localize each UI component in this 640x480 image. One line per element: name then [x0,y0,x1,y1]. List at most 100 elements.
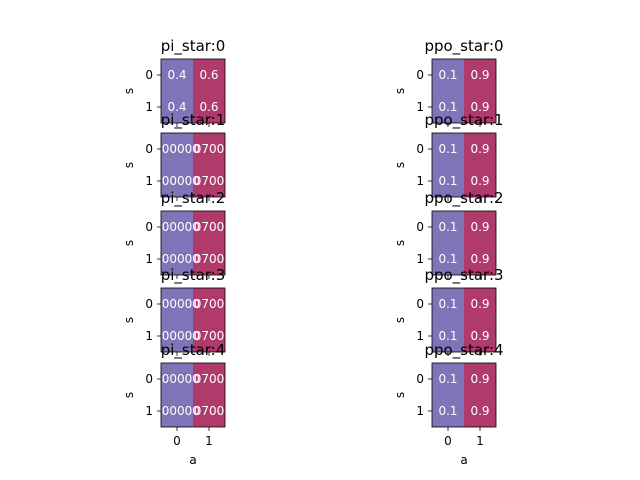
chart-4-cell-label-0-1: 0700 [194,372,225,386]
chart-9-xlabel: a [460,453,467,467]
chart-5-ylabel: s [393,88,407,94]
chart-4-cell-label-1-1: 0700 [194,404,225,418]
chart-6-cell-0-1 [464,133,496,165]
chart-9-title: ppo_star:4 [424,341,503,360]
chart-4-ylabel: s [122,392,136,398]
chart-7-cell-1-1 [464,243,496,275]
chart-3-cell-label-0-1: 0700 [194,297,225,311]
chart-2-cell-1-1 [193,243,225,275]
chart-8-cell-label-0-1: 0.9 [470,297,489,311]
chart-8-ytick-label-0: 0 [416,297,424,311]
chart-5-cell-1-1 [464,91,496,123]
chart-5-ytick-label-1: 1 [416,100,424,114]
chart-8-cell-label-1-0: 0.1 [438,329,457,343]
chart-6-cell-1-1 [464,165,496,197]
chart-6-cell-1-0 [432,165,464,197]
chart-6-cell-label-0-0: 0.1 [438,142,457,156]
chart-6-ytick-label-0: 0 [416,142,424,156]
chart-8-cell-1-0 [432,320,464,352]
chart-9-frame [431,362,497,428]
chart-7-cell-1-0 [432,243,464,275]
chart-7-cell-label-0-1: 0.9 [470,220,489,234]
chart-9-cell-label-0-0: 0.1 [438,372,457,386]
chart-7-title: ppo_star:2 [424,189,503,208]
chart-2-title: pi_star:2 [161,189,226,208]
chart-2-cell-label-0-0: 000000 [154,220,200,234]
chart-6-ytick-label-1: 1 [416,174,424,188]
chart-9-cell-1-1 [464,395,496,427]
chart-5-cell-label-1-0: 0.1 [438,100,457,114]
chart-2-cell-label-1-1: 0700 [194,252,225,266]
chart-5-cell-0-1 [464,59,496,91]
chart-4-cell-label-0-0: 000000 [154,372,200,386]
chart-4-xtick-label-0: 0 [173,434,181,448]
chart-1-title: pi_star:1 [161,111,226,130]
chart-5-frame [431,58,497,124]
chart-1-ytick-label-1: 1 [145,174,153,188]
chart-0-ytick-label-0: 0 [145,68,153,82]
chart-8-ytick-label-1: 1 [416,329,424,343]
chart-5-cell-0-0 [432,59,464,91]
chart-0-cell-label-0-0: 0.4 [167,68,186,82]
chart-9-cell-1-0 [432,395,464,427]
chart-1-cell-1-0 [161,165,193,197]
chart-6-title: ppo_star:1 [424,111,503,130]
chart-8-cell-label-1-1: 0.9 [470,329,489,343]
chart-9-ylabel: s [393,392,407,398]
chart-0-frame [160,58,226,124]
chart-1-cell-1-1 [193,165,225,197]
chart-9-cell-label-1-0: 0.1 [438,404,457,418]
chart-5-cell-1-0 [432,91,464,123]
chart-0-ytick-label-1: 1 [145,100,153,114]
chart-4-ytick-label-1: 1 [145,404,153,418]
chart-6-ylabel: s [393,162,407,168]
chart-8-ylabel: s [393,317,407,323]
chart-7-ylabel: s [393,240,407,246]
chart-5-cell-label-0-1: 0.9 [470,68,489,82]
chart-7-ytick-label-1: 1 [416,252,424,266]
chart-2-frame [160,210,226,276]
chart-3-cell-0-1 [193,288,225,320]
chart-3-cell-1-1 [193,320,225,352]
chart-4-ytick-label-0: 0 [145,372,153,386]
chart-5-title: ppo_star:0 [424,37,503,56]
chart-0-cell-0-1 [193,59,225,91]
chart-1-cell-label-1-0: 000000 [154,174,200,188]
chart-3-cell-label-1-1: 0700 [194,329,225,343]
chart-9-cell-0-1 [464,363,496,395]
chart-3-cell-label-1-0: 000000 [154,329,200,343]
chart-0-ylabel: s [122,88,136,94]
chart-0: 0.4 0.6 0.4 0.6 pi_star:0 0 1 s [122,37,226,127]
chart-7-cell-0-1 [464,211,496,243]
chart-1-cell-0-0 [161,133,193,165]
chart-0-cell-1-0 [161,91,193,123]
chart-1-cell-label-0-0: 000000 [154,142,200,156]
chart-0-cell-label-1-1: 0.6 [199,100,218,114]
chart-1-cell-label-1-1: 0700 [194,174,225,188]
chart-7-cell-label-0-0: 0.1 [438,220,457,234]
chart-6-cell-label-0-1: 0.9 [470,142,489,156]
chart-0-cell-label-0-1: 0.6 [199,68,218,82]
chart-3-cell-0-0 [161,288,193,320]
chart-8: 0.1 0.9 0.1 0.9 ppo_star:30 1 s [393,266,504,356]
chart-4-cell-1-1 [193,395,225,427]
chart-3-frame [160,287,226,353]
chart-6-cell-label-1-1: 0.9 [470,174,489,188]
chart-8-cell-label-0-0: 0.1 [438,297,457,311]
chart-7-ytick-label-0: 0 [416,220,424,234]
chart-9-cell-label-1-1: 0.9 [470,404,489,418]
chart-3-ylabel: s [122,317,136,323]
chart-9-cell-label-0-1: 0.9 [470,372,489,386]
chart-2-cell-0-0 [161,211,193,243]
chart-2-cell-1-0 [161,243,193,275]
chart-5: 0.1 0.9 0.1 0.9 ppo_star:00 1 s [393,37,504,127]
chart-8-frame [431,287,497,353]
chart-0-cell-label-1-0: 0.4 [167,100,186,114]
chart-5-cell-label-1-1: 0.9 [470,100,489,114]
chart-4-title: pi_star:4 [161,341,226,360]
chart-5-cell-label-0-0: 0.1 [438,68,457,82]
chart-3-cell-label-0-0: 000000 [154,297,200,311]
